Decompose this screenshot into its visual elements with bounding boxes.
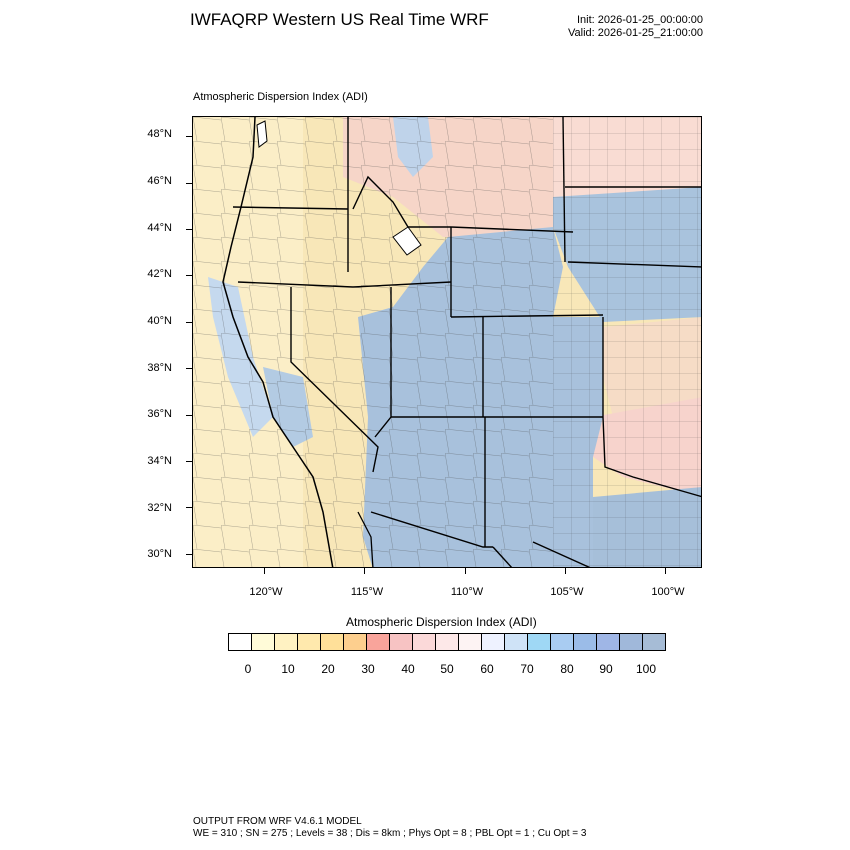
- lon-label-110w: 110°W: [450, 586, 484, 598]
- lat-tick: [186, 182, 192, 184]
- lon-tick: [464, 568, 466, 574]
- colorbar-swatch: [643, 634, 665, 650]
- colorbar-label-0: 0: [244, 662, 252, 676]
- lat-label-48n: 48°N: [147, 128, 172, 140]
- colorbar-label-80: 80: [560, 662, 574, 676]
- lat-label-42n: 42°N: [147, 268, 172, 280]
- lon-tick: [263, 568, 265, 574]
- pacific-coastline: [222, 117, 334, 567]
- lat-label-30n: 30°N: [147, 548, 172, 560]
- colorbar-label-90: 90: [599, 662, 613, 676]
- colorbar-swatch: [413, 634, 436, 650]
- county-boundaries-west: [193, 117, 553, 567]
- lat-label-46n: 46°N: [147, 175, 172, 187]
- colorbar-label-20: 20: [321, 662, 335, 676]
- lat-tick: [186, 368, 192, 370]
- lat-tick: [186, 275, 192, 277]
- colorbar-swatch: [275, 634, 298, 650]
- colorbar-swatch: [505, 634, 528, 650]
- state-boundaries: [232, 117, 701, 567]
- colorbar-label-10: 10: [281, 662, 295, 676]
- footer-config-line: WE = 310 ; SN = 275 ; Levels = 38 ; Dis …: [193, 828, 587, 839]
- valid-time: Valid: 2026-01-25_21:00:00: [568, 27, 703, 39]
- puget-sound: [256, 120, 268, 148]
- lat-tick: [186, 507, 192, 509]
- colorbar-label-100: 100: [635, 662, 657, 676]
- lon-label-115w: 115°W: [350, 586, 384, 598]
- lon-label-100w: 100°W: [651, 586, 685, 598]
- colorbar-swatch: [574, 634, 597, 650]
- lat-label-38n: 38°N: [147, 362, 172, 374]
- init-time: Init: 2026-01-25_00:00:00: [577, 14, 703, 26]
- colorbar-swatch: [344, 634, 367, 650]
- chart-title: IWFAQRP Western US Real Time WRF: [190, 10, 489, 29]
- colorbar-swatch: [551, 634, 574, 650]
- colorbar-label-60: 60: [480, 662, 494, 676]
- footer-model-line: OUTPUT FROM WRF V4.6.1 MODEL: [193, 816, 362, 827]
- map-panel: [192, 116, 702, 568]
- colorbar-swatch: [620, 634, 643, 650]
- colorbar-swatch: [321, 634, 344, 650]
- lat-tick: [186, 414, 192, 416]
- colorbar-swatch: [459, 634, 482, 650]
- colorbar-title: Atmospheric Dispersion Index (ADI): [346, 615, 537, 629]
- colorbar-swatch: [436, 634, 459, 650]
- lon-tick: [665, 568, 667, 574]
- lon-tick: [364, 568, 366, 574]
- lat-label-34n: 34°N: [147, 455, 172, 467]
- colorbar-label-40: 40: [401, 662, 415, 676]
- lat-label-32n: 32°N: [147, 502, 172, 514]
- colorbar-label-70: 70: [520, 662, 534, 676]
- lon-label-120w: 120°W: [249, 586, 283, 598]
- lat-tick: [186, 553, 192, 555]
- map-canvas: [193, 117, 701, 567]
- lon-tick: [564, 568, 566, 574]
- colorbar-swatch: [298, 634, 321, 650]
- gulf-of-california-coast: [357, 511, 374, 567]
- great-salt-lake: [392, 226, 422, 256]
- lat-label-40n: 40°N: [147, 315, 172, 327]
- colorbar-swatch: [482, 634, 505, 650]
- lat-tick: [186, 321, 192, 323]
- colorbar-label-50: 50: [440, 662, 454, 676]
- lon-label-105w: 105°W: [550, 586, 584, 598]
- colorbar-swatch: [528, 634, 551, 650]
- lat-label-44n: 44°N: [147, 222, 172, 234]
- colorbar-label-30: 30: [361, 662, 375, 676]
- colorbar-swatch: [367, 634, 390, 650]
- colorbar-swatch: [229, 634, 252, 650]
- map-subtitle: Atmospheric Dispersion Index (ADI): [193, 91, 368, 103]
- county-boundaries-east: [553, 117, 701, 567]
- colorbar-swatch: [597, 634, 620, 650]
- colorbar-swatch: [252, 634, 275, 650]
- colorbar: [228, 633, 666, 651]
- lat-tick: [186, 136, 192, 138]
- lat-tick: [186, 460, 192, 462]
- colorbar-swatch: [390, 634, 413, 650]
- lat-label-36n: 36°N: [147, 408, 172, 420]
- lat-tick: [186, 229, 192, 231]
